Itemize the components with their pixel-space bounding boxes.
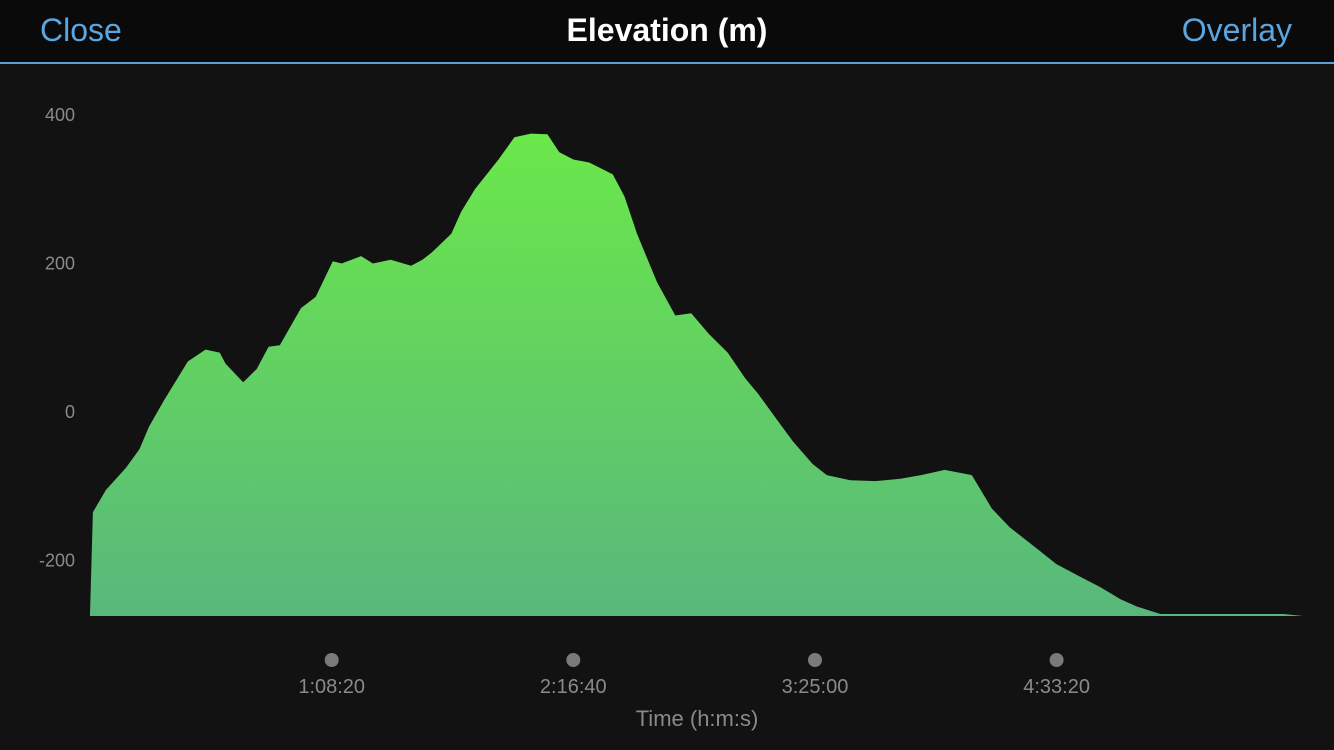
x-tick-marker bbox=[324, 653, 339, 667]
y-tick-label: 400 bbox=[45, 105, 75, 125]
x-axis-label: Time (h:m:s) bbox=[636, 706, 759, 731]
x-tick-marker bbox=[1049, 653, 1064, 667]
elevation-chart: 400 200 0 -200 1:08:20 2:16:40 3:25:00 4:33:20… bbox=[39, 105, 1303, 731]
x-tick-label: 1:08:20 bbox=[298, 676, 365, 698]
x-tick-label: 4:33:20 bbox=[1023, 676, 1090, 698]
x-tick-marker bbox=[566, 653, 581, 667]
x-tick-marker bbox=[808, 653, 822, 667]
x-tick-label: 2:16:40 bbox=[540, 676, 607, 698]
y-tick-label: 200 bbox=[45, 254, 75, 274]
nav-bar: Close Elevation (m) Overlay bbox=[0, 0, 1334, 64]
x-tick-label: 3:25:00 bbox=[782, 676, 849, 698]
y-tick-label: 0 bbox=[65, 402, 75, 422]
overlay-button[interactable]: Overlay bbox=[1181, 12, 1292, 48]
y-tick-label: -200 bbox=[39, 551, 75, 571]
close-button[interactable]: Close bbox=[40, 12, 122, 48]
elevation-area bbox=[90, 133, 1303, 616]
page-title: Elevation (m) bbox=[566, 12, 768, 48]
